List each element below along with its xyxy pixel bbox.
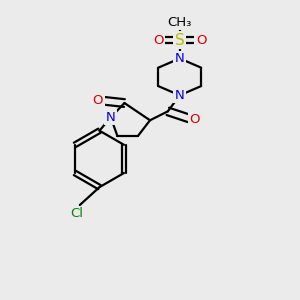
Text: Cl: Cl (70, 207, 83, 220)
Text: N: N (175, 89, 184, 102)
Text: N: N (106, 111, 116, 124)
Text: O: O (153, 34, 164, 46)
Text: O: O (93, 94, 103, 106)
Text: O: O (196, 34, 206, 46)
Text: S: S (175, 32, 184, 47)
Text: O: O (189, 113, 200, 126)
Text: CH₃: CH₃ (167, 16, 192, 29)
Text: N: N (175, 52, 184, 65)
